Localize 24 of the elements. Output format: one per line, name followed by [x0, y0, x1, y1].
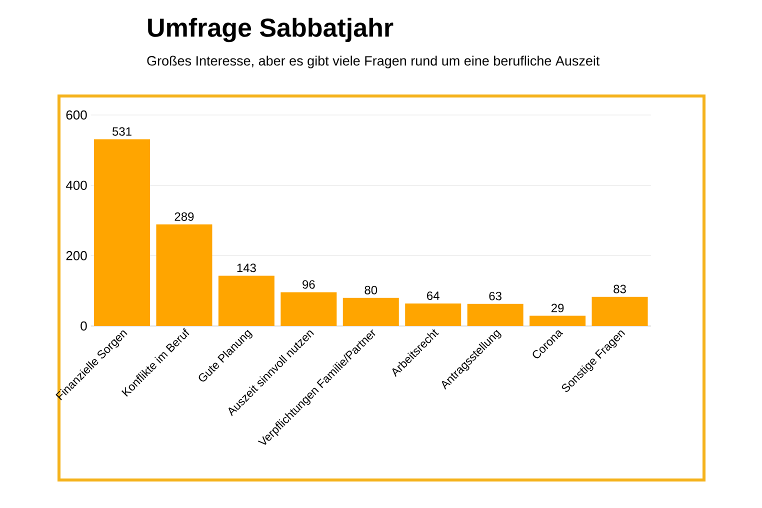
data-label: 29	[551, 304, 564, 312]
bar	[405, 303, 462, 326]
bar	[342, 298, 399, 326]
data-label: 80	[364, 286, 378, 294]
data-label: 289	[174, 212, 194, 221]
bar	[280, 292, 337, 326]
chart-subtitle: Großes Interesse, aber es gibt viele Fragen rund um eine berufliche Auszeit	[147, 56, 600, 68]
data-label: 96	[302, 280, 315, 289]
data-label: 64	[427, 291, 440, 300]
y-tick-label: 600	[66, 110, 87, 120]
bar	[218, 276, 274, 326]
y-tick-label: 400	[66, 180, 87, 190]
chart-title: Umfrage Sabbatjahr	[148, 18, 394, 42]
bar	[94, 139, 150, 326]
data-label: 83	[614, 284, 626, 294]
data-label: 63	[489, 292, 502, 300]
y-tick-label: 200	[66, 251, 87, 260]
data-label: 143	[237, 264, 256, 272]
bar	[592, 296, 648, 326]
bar	[156, 224, 212, 326]
bar	[530, 316, 586, 326]
bar	[467, 304, 524, 326]
y-tick-label: 0	[80, 321, 87, 331]
data-label: 531	[112, 127, 132, 136]
